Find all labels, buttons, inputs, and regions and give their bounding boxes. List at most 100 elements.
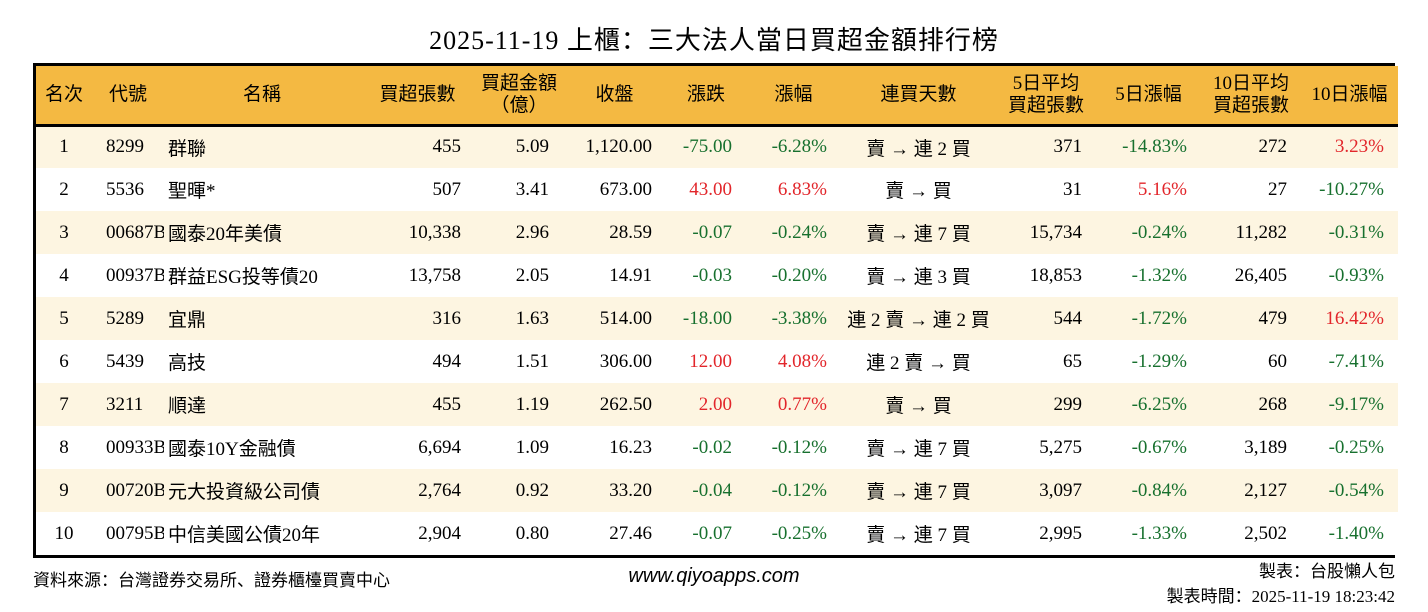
table-row: 1 8299 群聯 455 5.09 1,120.00 -75.00 -6.28% 賣 → 連 … [36,125,1398,168]
cell-change: 12.00 [666,340,746,383]
cell-amount: 2.96 [475,211,563,254]
cell-name: 國泰10Y金融債 [164,426,360,469]
cell-avg5: 299 [996,383,1096,426]
cell-streak: 賣 → 連 2 買 [841,125,996,168]
cell-code: 00720B [92,469,164,512]
cell-volume: 6,694 [360,426,475,469]
cell-name: 順達 [164,383,360,426]
cell-avg5: 18,853 [996,254,1096,297]
website-text: www.qiyoapps.com [628,565,800,587]
cell-rank: 9 [36,469,92,512]
cell-pct5: 5.16% [1096,168,1201,211]
cell-rank: 6 [36,340,92,383]
cell-amount: 0.80 [475,512,563,555]
cell-streak: 賣 → 連 7 買 [841,426,996,469]
cell-change: -18.00 [666,297,746,340]
cell-name: 聖暉* [164,168,360,211]
cell-streak: 賣 → 買 [841,383,996,426]
table-row: 4 00937B 群益ESG投等債20 13,758 2.05 14.91 -0.03 -0.… [36,254,1398,297]
cell-change: -0.02 [666,426,746,469]
cell-avg10: 2,127 [1201,469,1301,512]
cell-avg10: 272 [1201,125,1301,168]
cell-avg10: 3,189 [1201,426,1301,469]
cell-code: 5439 [92,340,164,383]
cell-code: 00933B [92,426,164,469]
table-row: 7 3211 順達 455 1.19 262.50 2.00 0.77% 賣 → 買 299 -6.… [36,383,1398,426]
cell-pct5: -0.84% [1096,469,1201,512]
cell-name: 群聯 [164,125,360,168]
table-row: 3 00687B 國泰20年美債 10,338 2.96 28.59 -0.07 -0.24%… [36,211,1398,254]
cell-pct5: -6.25% [1096,383,1201,426]
cell-pct5: -0.24% [1096,211,1201,254]
column-header: 連買天數 [841,66,996,127]
cell-pct10: -0.93% [1301,254,1398,297]
cell-avg5: 544 [996,297,1096,340]
cell-code: 5289 [92,297,164,340]
cell-name: 宜鼎 [164,297,360,340]
cell-pct: 0.77% [746,383,841,426]
report-timestamp: 製表時間：2025-11-19 18:23:42 [1166,586,1395,606]
cell-pct: 4.08% [746,340,841,383]
cell-amount: 0.92 [475,469,563,512]
cell-code: 3211 [92,383,164,426]
cell-volume: 2,904 [360,512,475,555]
cell-change: -0.04 [666,469,746,512]
cell-volume: 494 [360,340,475,383]
cell-code: 00687B [92,211,164,254]
cell-avg5: 5,275 [996,426,1096,469]
report-credits: 製表：台股懶人包 製表時間：2025-11-19 18:23:42 [1167,560,1395,609]
cell-avg10: 479 [1201,297,1301,340]
column-header: 10日漲幅 [1301,66,1398,127]
cell-rank: 5 [36,297,92,340]
cell-streak: 連 2 賣 → 買 [841,340,996,383]
cell-close: 16.23 [563,426,666,469]
cell-change: -0.03 [666,254,746,297]
cell-rank: 7 [36,383,92,426]
cell-amount: 1.09 [475,426,563,469]
ranking-table-container: 名次 代號 名稱 買超張數 買超金額 （億） 收盤 漲跌 漲幅 連買天數 5日平均 買超張數 5日漲… [33,63,1398,558]
table-header: 名次 代號 名稱 買超張數 買超金額 （億） 收盤 漲跌 漲幅 連買天數 5日平均 買超張數 5日漲… [36,66,1398,127]
cell-close: 306.00 [563,340,666,383]
cell-pct5: -0.67% [1096,426,1201,469]
cell-name: 中信美國公債20年 [164,512,360,555]
cell-close: 673.00 [563,168,666,211]
cell-code: 8299 [92,125,164,168]
cell-change: 43.00 [666,168,746,211]
cell-pct: -0.24% [746,211,841,254]
cell-streak: 連 2 賣 → 連 2 買 [841,297,996,340]
cell-avg5: 65 [996,340,1096,383]
cell-volume: 507 [360,168,475,211]
cell-streak: 賣 → 連 7 買 [841,469,996,512]
table-row: 9 00720B 元大投資級公司債 2,764 0.92 33.20 -0.04 -0.12%… [36,469,1398,512]
cell-close: 262.50 [563,383,666,426]
column-header: 10日平均 買超張數 [1201,66,1301,127]
column-header: 買超金額 （億） [475,66,563,127]
cell-volume: 10,338 [360,211,475,254]
cell-avg10: 26,405 [1201,254,1301,297]
cell-pct10: -0.25% [1301,426,1398,469]
cell-code: 00937B [92,254,164,297]
cell-avg5: 31 [996,168,1096,211]
column-header: 收盤 [563,66,666,127]
cell-streak: 賣 → 買 [841,168,996,211]
cell-pct10: -7.41% [1301,340,1398,383]
cell-pct: -0.12% [746,469,841,512]
cell-pct10: -9.17% [1301,383,1398,426]
column-header: 名次 [36,66,92,127]
cell-volume: 13,758 [360,254,475,297]
cell-close: 27.46 [563,512,666,555]
cell-amount: 3.41 [475,168,563,211]
column-header: 5日平均 買超張數 [996,66,1096,127]
cell-avg10: 60 [1201,340,1301,383]
cell-pct5: -1.32% [1096,254,1201,297]
cell-close: 28.59 [563,211,666,254]
cell-pct: -0.12% [746,426,841,469]
cell-name: 群益ESG投等債20 [164,254,360,297]
cell-name: 國泰20年美債 [164,211,360,254]
cell-streak: 賣 → 連 7 買 [841,211,996,254]
cell-pct10: 16.42% [1301,297,1398,340]
cell-name: 元大投資級公司債 [164,469,360,512]
cell-amount: 1.51 [475,340,563,383]
cell-pct5: -1.33% [1096,512,1201,555]
cell-pct: -3.38% [746,297,841,340]
